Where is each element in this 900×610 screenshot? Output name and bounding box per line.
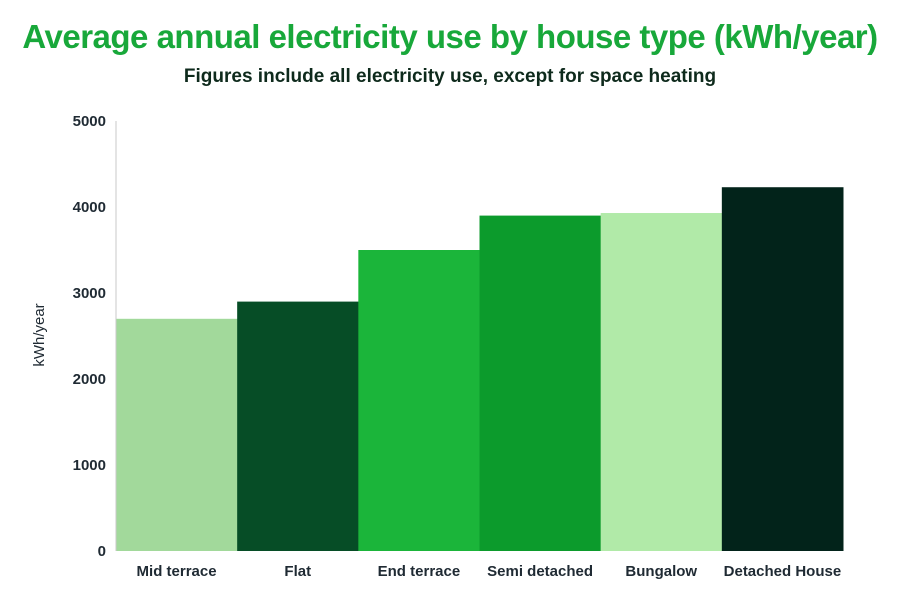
bar-detached-house	[721, 187, 844, 551]
y-ticks-group: 0 1000 2000 3000 4000 5000	[73, 113, 106, 560]
y-tick-label: 4000	[73, 199, 106, 216]
x-tick-label: End terrace	[378, 563, 461, 580]
y-tick-label: 3000	[73, 285, 106, 302]
chart-title: Average annual electricity use by house …	[22, 18, 878, 55]
bar-semi-detached	[479, 215, 602, 551]
x-labels-group: Mid terrace Flat End terrace Semi detached B…	[137, 563, 842, 580]
y-tick-label: 0	[98, 543, 106, 560]
x-tick-label: Flat	[284, 563, 311, 580]
bar-mid-terrace	[116, 318, 238, 551]
x-tick-label: Semi detached	[487, 563, 593, 580]
bars-group	[116, 187, 844, 551]
bar-flat	[237, 301, 359, 551]
x-tick-label: Mid terrace	[137, 563, 217, 580]
y-tick-label: 5000	[73, 113, 106, 130]
bar-bungalow	[600, 213, 723, 551]
chart-subtitle: Figures include all electricity use, exc…	[183, 66, 717, 87]
bar-end-terrace	[358, 250, 480, 551]
x-tick-label: Detached House	[724, 563, 842, 580]
x-tick-label: Bungalow	[625, 563, 697, 580]
y-tick-label: 2000	[73, 371, 106, 388]
y-tick-label: 1000	[73, 457, 106, 474]
y-axis-title: kWh/year	[31, 303, 48, 366]
